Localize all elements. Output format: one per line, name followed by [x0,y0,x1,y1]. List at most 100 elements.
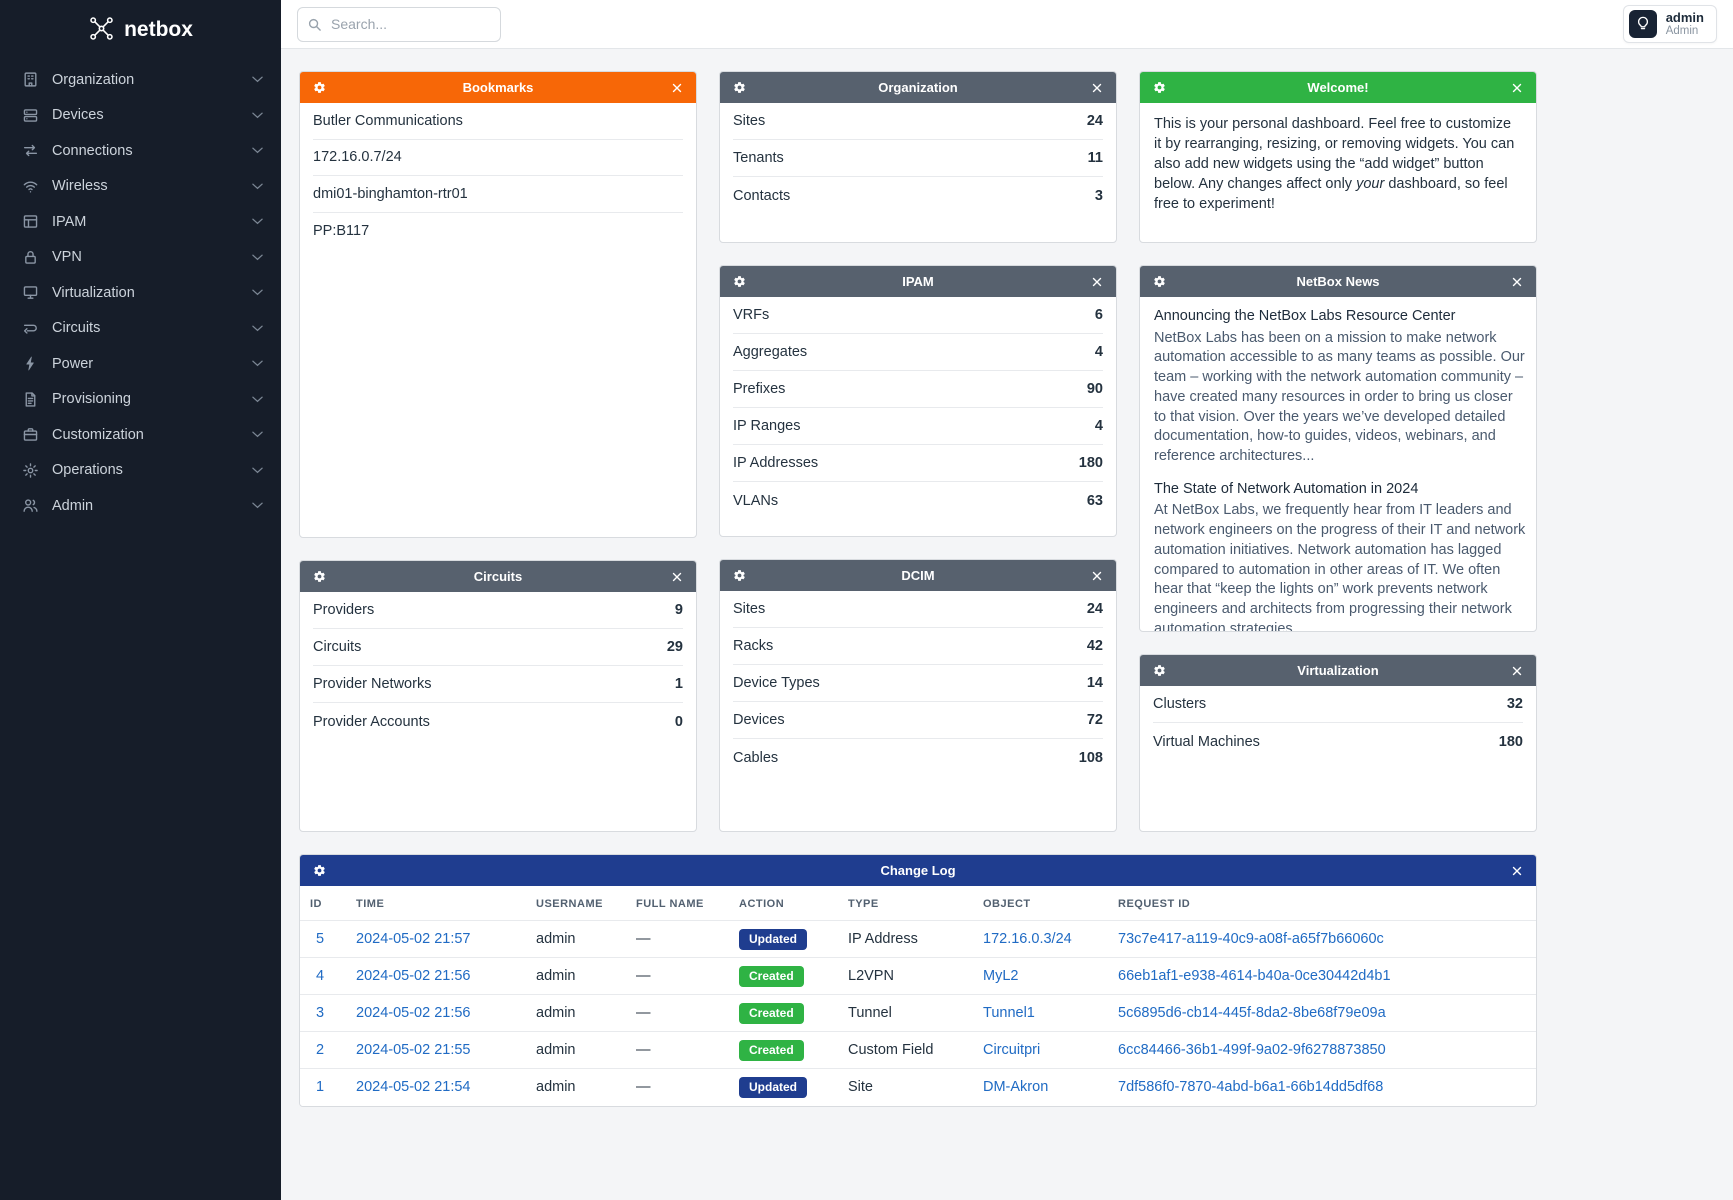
sidebar-item-circuits[interactable]: Circuits [0,311,281,347]
widget-header[interactable]: NetBox News [1140,266,1536,297]
stat-row: VLANs 63 [733,482,1103,519]
change-type: Tunnel [838,994,973,1032]
close-icon[interactable] [1507,864,1527,878]
change-object-link[interactable]: 172.16.0.3/24 [983,931,1072,947]
change-time-link[interactable]: 2024-05-02 21:56 [356,968,471,984]
cell-object: MyL2 [973,957,1108,995]
close-icon[interactable] [667,81,687,95]
close-icon[interactable] [1507,275,1527,289]
gear-icon[interactable] [1149,664,1169,677]
widget-header[interactable]: Circuits [300,561,696,592]
change-request-id-link[interactable]: 7df586f0-7870-4abd-b6a1-66b14dd5df68 [1118,1079,1384,1096]
sidebar-item-label: Organization [52,71,135,88]
theme-toggle-button[interactable] [1628,9,1657,38]
gear-icon[interactable] [309,570,329,583]
sidebar-item-connections[interactable]: Connections [0,133,281,169]
change-object-link[interactable]: MyL2 [983,968,1019,984]
gear-icon[interactable] [729,275,749,288]
change-id-link[interactable]: 2 [316,1042,325,1058]
change-time-link[interactable]: 2024-05-02 21:56 [356,1005,471,1021]
bookmark-item[interactable]: PP:B117 [313,222,370,239]
news-headline[interactable]: The State of Network Automation in 2024 [1154,480,1419,497]
close-icon[interactable] [1087,275,1107,289]
bookmark-item[interactable]: dmi01-binghamton-rtr01 [313,176,683,213]
close-icon[interactable] [1087,569,1107,583]
widget-header[interactable]: Welcome! [1140,72,1536,103]
stat-value: 4 [1094,344,1103,360]
cell-action: Created [729,994,838,1032]
gear-icon[interactable] [729,569,749,582]
widget-header[interactable]: IPAM [720,266,1116,297]
news-list[interactable]: Announcing the NetBox Labs Resource Cent… [1140,297,1536,631]
close-icon[interactable] [1087,81,1107,95]
stat-value: 63 [1086,492,1103,509]
change-request-id-link[interactable]: 6cc84466-36b1-499f-9a02-9f6278873850 [1118,1042,1386,1058]
cell-request-id: 66eb1af1-e938-4614-b40a-0ce30442d4b1 [1108,957,1536,995]
change-id-link[interactable]: 1 [316,1079,325,1096]
bookmark-item[interactable]: Butler Communications [313,103,683,140]
sidebar-item-power[interactable]: Power [0,346,281,382]
close-icon[interactable] [1507,81,1527,95]
stat-row: Prefixes 90 [733,371,1103,408]
sidebar-item-customization[interactable]: Customization [0,417,281,453]
stat-value: 6 [1094,307,1103,323]
sidebar-item-vpn[interactable]: VPN [0,240,281,276]
stat-value: 3 [1094,187,1103,204]
gear-icon[interactable] [729,81,749,94]
change-object-link[interactable]: DM-Akron [983,1079,1049,1096]
table-row: 3 2024-05-02 21:56 admin — Created Tunne… [300,994,1536,1032]
change-id-link[interactable]: 5 [316,931,325,947]
sidebar-item-wireless[interactable]: Wireless [0,169,281,205]
user-meta: admin Admin [1666,10,1704,39]
sidebar-item-admin[interactable]: Admin [0,488,281,524]
widget-header[interactable]: Change Log [300,855,1536,886]
table-row: 5 2024-05-02 21:57 admin — Updated IP Ad… [300,920,1536,958]
netbox-logo[interactable]: netbox [0,0,281,60]
change-time-link[interactable]: 2024-05-02 21:54 [356,1079,471,1096]
bookmark-item[interactable]: 172.16.0.7/24 [313,140,683,176]
news-headline[interactable]: Announcing the NetBox Labs Resource Cent… [1154,308,1456,324]
provisioning-icon [21,391,39,408]
sidebar-item-organization[interactable]: Organization [0,62,281,98]
change-time-link[interactable]: 2024-05-02 21:57 [356,931,471,947]
gear-icon[interactable] [309,81,329,94]
news-article: The State of Network Automation in 2024 … [1154,480,1528,631]
chevron-down-icon [252,431,263,438]
change-time-link[interactable]: 2024-05-02 21:55 [356,1042,471,1058]
sidebar-item-provisioning[interactable]: Provisioning [0,382,281,418]
change-request-id-link[interactable]: 73c7e417-a119-40c9-a08f-a65f7b66060c [1118,931,1384,947]
sidebar-item-ipam[interactable]: IPAM [0,204,281,240]
column-header: FULL NAME [636,898,704,910]
change-request-id-link[interactable]: 66eb1af1-e938-4614-b40a-0ce30442d4b1 [1118,968,1391,984]
change-id-link[interactable]: 3 [316,1005,325,1021]
change-object-link[interactable]: Circuitpri [983,1042,1041,1058]
close-icon[interactable] [1507,664,1527,678]
gear-icon[interactable] [1149,275,1169,288]
sidebar-item-virtualization[interactable]: Virtualization [0,275,281,311]
widget-header[interactable]: DCIM [720,560,1116,591]
stat-row: Providers 9 [313,592,683,629]
stat-label: Aggregates [733,344,808,360]
widget-header[interactable]: Bookmarks [300,72,696,103]
widget-header[interactable]: Organization [720,72,1116,103]
gear-icon[interactable] [309,864,329,877]
sidebar-item-operations[interactable]: Operations [0,453,281,489]
global-search [297,6,501,42]
close-icon[interactable] [667,570,687,584]
sidebar-item-devices[interactable]: Devices [0,98,281,134]
user-menu[interactable]: admin Admin [1622,4,1717,44]
stat-label: Cables [733,749,779,766]
change-full-name: — [626,1031,729,1069]
virtualization-icon [21,284,39,301]
change-object-link[interactable]: Tunnel1 [983,1005,1035,1021]
search-input[interactable] [297,6,501,42]
change-request-id-link[interactable]: 5c6895d6-cb14-445f-8da2-8be68f79e09a [1118,1005,1386,1021]
column-header: USERNAME [536,898,603,910]
stat-label: Sites [733,601,766,617]
sidebar-menu: Organization Devices Connections [0,60,281,526]
gear-icon[interactable] [1149,81,1169,94]
widget-header[interactable]: Virtualization [1140,655,1536,686]
change-id-link[interactable]: 4 [316,968,325,984]
cell-request-id: 5c6895d6-cb14-445f-8da2-8be68f79e09a [1108,994,1536,1032]
stat-list: Sites 24 Tenants 11 Contacts [720,103,1116,214]
